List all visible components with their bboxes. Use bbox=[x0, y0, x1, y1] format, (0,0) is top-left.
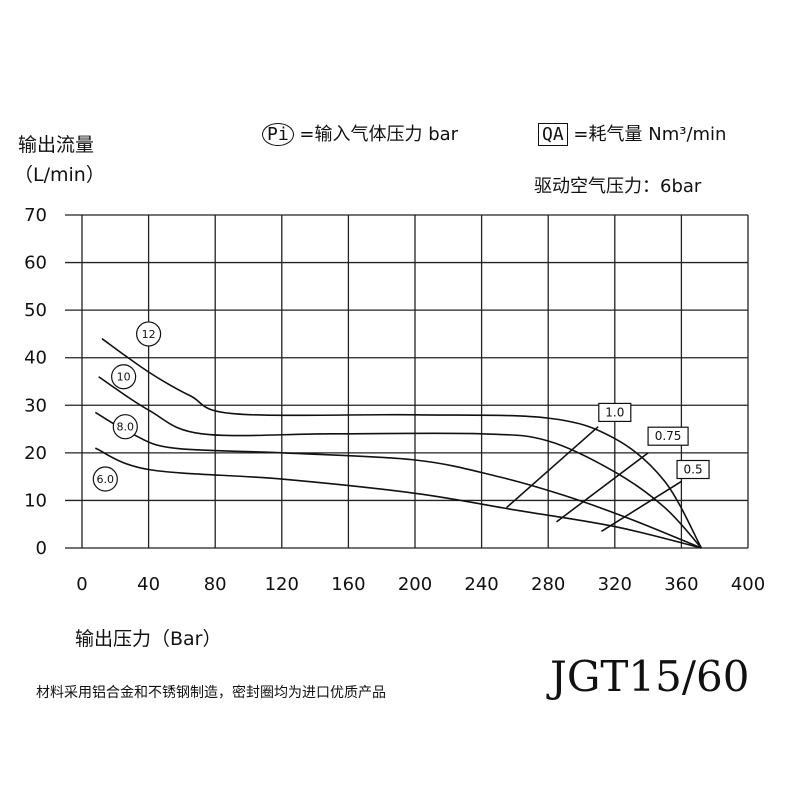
qa-box-0.75 bbox=[647, 426, 689, 446]
series-line-0.5 bbox=[601, 480, 682, 533]
y-tick-label: 40 bbox=[24, 348, 47, 369]
qa-label-0.75: 0.75 bbox=[655, 429, 682, 443]
pi-circle-8.0 bbox=[112, 414, 138, 440]
qa-box-1.0 bbox=[598, 402, 632, 423]
qa-symbol: QA bbox=[538, 123, 568, 146]
y-tick-label: 10 bbox=[24, 490, 47, 511]
pi-label-12: 12 bbox=[142, 328, 156, 341]
series-line-10 bbox=[98, 376, 702, 549]
pi-symbol: Pi bbox=[262, 123, 294, 146]
series-line-12 bbox=[101, 338, 703, 549]
pi-circle-6.0 bbox=[92, 466, 118, 492]
pi-label-10: 10 bbox=[117, 371, 131, 384]
x-tick-label: 400 bbox=[731, 574, 765, 595]
x-tick-label: 280 bbox=[531, 574, 565, 595]
pi-label-6.0: 6.0 bbox=[97, 473, 115, 486]
x-tick-label: 0 bbox=[76, 574, 87, 595]
series-line-0.75 bbox=[556, 452, 649, 523]
legend-qa: QA =耗气量 Nm³/min bbox=[538, 120, 726, 146]
legend-pi: Pi =输入气体压力 bar bbox=[262, 120, 458, 146]
qa-label-1.0: 1.0 bbox=[605, 405, 624, 419]
qa-description: =耗气量 Nm³/min bbox=[573, 124, 727, 145]
x-tick-label: 240 bbox=[464, 574, 498, 595]
pi-circle-12 bbox=[136, 321, 162, 347]
pi-label-8.0: 8.0 bbox=[117, 421, 135, 434]
y-tick-label: 70 bbox=[24, 205, 47, 226]
y-axis-label: 输出流量 bbox=[18, 134, 95, 156]
x-tick-label: 320 bbox=[598, 574, 632, 595]
y-tick-label: 0 bbox=[36, 538, 47, 559]
pi-description: =输入气体压力 bar bbox=[299, 124, 459, 145]
x-tick-label: 80 bbox=[204, 574, 227, 595]
curve-labels: 12 10 8.0 6.0 1.0 0.75 0.5 bbox=[92, 321, 710, 492]
x-tick-label: 200 bbox=[398, 574, 432, 595]
series-line-8.0 bbox=[94, 411, 702, 549]
series-lines bbox=[94, 338, 703, 549]
y-tick-label: 60 bbox=[24, 253, 47, 274]
axis-tick-labels: 0 40 80 120 160 200 240 280 320 360 400 0 10 20 30 40 50… bbox=[24, 205, 765, 595]
qa-label-0.5: 0.5 bbox=[684, 463, 703, 477]
x-tick-label: 40 bbox=[137, 574, 160, 595]
grid bbox=[65, 214, 749, 549]
drive-pressure: 驱动空气压力：6bar bbox=[534, 176, 702, 197]
y-tick-label: 30 bbox=[24, 395, 47, 416]
x-axis-label: 输出压力（Bar） bbox=[75, 628, 222, 650]
series-line-1.0 bbox=[506, 426, 599, 509]
y-axis-unit: （L/min） bbox=[14, 164, 105, 186]
y-tick-label: 20 bbox=[24, 443, 47, 464]
qa-box-0.5 bbox=[676, 459, 710, 480]
x-tick-label: 120 bbox=[265, 574, 299, 595]
y-tick-label: 50 bbox=[24, 300, 47, 321]
material-note: 材料采用铝合金和不锈钢制造，密封圈均为进口优质产品 bbox=[36, 685, 386, 701]
x-tick-label: 160 bbox=[331, 574, 365, 595]
series-line-6.0 bbox=[94, 447, 702, 549]
x-tick-label: 360 bbox=[664, 574, 698, 595]
model-number: JGT15/60 bbox=[550, 652, 750, 701]
pi-circle-10 bbox=[111, 364, 137, 390]
